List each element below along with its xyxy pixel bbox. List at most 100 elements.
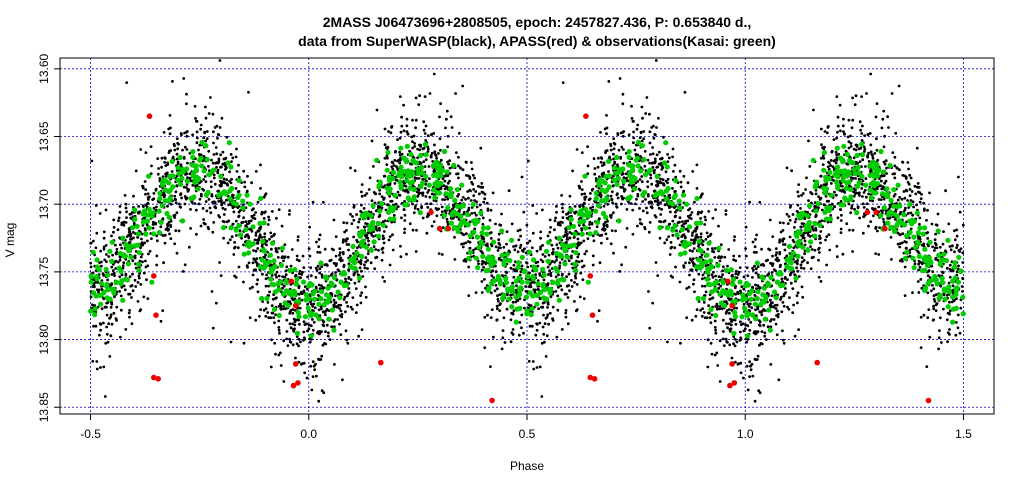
kasai-point-110 (175, 165, 181, 171)
superwasp-point-581 (163, 157, 167, 160)
superwasp-point-2280 (345, 243, 349, 246)
superwasp-point-4075 (942, 307, 945, 311)
superwasp-point-1848 (339, 256, 343, 260)
superwasp-point-1116 (114, 252, 118, 256)
superwasp-point-2441 (359, 262, 363, 266)
superwasp-point-2222 (415, 228, 418, 232)
superwasp-point-2165 (334, 235, 338, 239)
superwasp-point-3850 (859, 128, 862, 132)
superwasp-point-1239 (457, 131, 461, 135)
superwasp-point-4565 (956, 326, 960, 330)
superwasp-point-45 (155, 234, 159, 238)
superwasp-point-2057 (502, 316, 506, 320)
kasai-point-118 (140, 211, 146, 217)
superwasp-point-2618 (391, 167, 395, 171)
superwasp-point-4325 (876, 229, 879, 233)
superwasp-point-753 (277, 319, 281, 323)
superwasp-point-2664 (425, 179, 428, 183)
superwasp-point-3445 (653, 214, 657, 217)
superwasp-point-680 (242, 341, 246, 345)
superwasp-point-942 (99, 328, 102, 332)
superwasp-point-222 (116, 228, 120, 232)
superwasp-point-338 (270, 210, 274, 213)
superwasp-point-1822 (365, 192, 369, 195)
superwasp-point-1844 (682, 174, 686, 178)
superwasp-point-1267 (334, 254, 338, 258)
superwasp-point-2543 (544, 355, 548, 358)
superwasp-point-4465 (793, 260, 797, 264)
superwasp-point-1870 (542, 332, 546, 336)
superwasp-point-4677 (836, 124, 840, 128)
superwasp-point-4736 (790, 271, 793, 275)
superwasp-point-1014 (172, 142, 176, 146)
superwasp-point-4454 (860, 187, 864, 190)
kasai-point-3 (244, 192, 250, 198)
superwasp-point-4283 (953, 238, 957, 242)
superwasp-point-2337 (672, 170, 675, 173)
superwasp-point-1005 (148, 249, 152, 253)
superwasp-point-2085 (430, 132, 433, 136)
superwasp-point-1508 (647, 290, 650, 293)
superwasp-point-2949 (453, 235, 456, 239)
superwasp-point-3295 (511, 328, 515, 331)
superwasp-point-1462 (498, 309, 502, 312)
superwasp-point-1349 (726, 264, 729, 268)
superwasp-point-122 (280, 224, 284, 228)
superwasp-point-1616 (705, 231, 709, 235)
kasai-point-94 (192, 179, 198, 185)
kasai-point-182 (157, 196, 163, 202)
superwasp-point-1923 (718, 305, 722, 308)
superwasp-point-4267 (915, 146, 919, 150)
superwasp-point-4419 (947, 222, 951, 226)
superwasp-point-1937 (439, 148, 442, 152)
superwasp-point-3659 (774, 253, 778, 257)
superwasp-point-304 (230, 160, 233, 164)
superwasp-point-1414 (565, 232, 569, 236)
superwasp-point-403 (132, 236, 135, 240)
superwasp-point-1850 (512, 275, 516, 279)
superwasp-point-354 (112, 271, 116, 275)
superwasp-point-1567 (618, 270, 622, 273)
superwasp-point-1939 (426, 150, 430, 153)
superwasp-point-2251 (721, 337, 725, 341)
superwasp-point-3039 (568, 289, 571, 293)
kasai-point-129 (203, 143, 209, 149)
superwasp-point-2458 (345, 294, 349, 298)
superwasp-point-4525 (908, 194, 912, 198)
superwasp-point-2140 (432, 72, 436, 76)
superwasp-point-4315 (861, 179, 865, 183)
superwasp-point-1128 (164, 172, 168, 176)
superwasp-point-4567 (825, 199, 829, 203)
superwasp-point-2684 (473, 176, 476, 180)
superwasp-point-2147 (659, 213, 663, 216)
superwasp-point-1685 (381, 251, 385, 254)
superwasp-point-684 (211, 230, 215, 234)
superwasp-point-3905 (788, 235, 792, 239)
superwasp-point-542 (92, 239, 95, 243)
superwasp-point-4791 (768, 248, 772, 252)
superwasp-point-2764 (525, 241, 529, 245)
superwasp-point-1285 (501, 336, 505, 340)
superwasp-point-480 (295, 254, 299, 258)
superwasp-point-2410 (621, 102, 625, 106)
superwasp-point-3120 (653, 157, 657, 161)
superwasp-point-853 (151, 223, 155, 226)
superwasp-point-821 (173, 148, 177, 152)
superwasp-point-793 (169, 202, 173, 206)
superwasp-point-4637 (793, 334, 797, 338)
superwasp-point-4658 (755, 331, 758, 335)
superwasp-point-4452 (752, 250, 756, 254)
superwasp-point-2749 (464, 197, 467, 201)
superwasp-point-2073 (595, 225, 599, 229)
superwasp-point-3577 (687, 208, 690, 212)
superwasp-point-1184 (280, 256, 284, 259)
superwasp-point-3168 (403, 227, 407, 231)
superwasp-point-3474 (349, 212, 352, 216)
superwasp-point-3801 (932, 307, 936, 311)
superwasp-point-3345 (307, 247, 311, 251)
superwasp-point-2918 (675, 209, 679, 212)
superwasp-point-870 (139, 308, 143, 311)
superwasp-point-3648 (928, 335, 932, 339)
superwasp-point-4332 (791, 238, 795, 242)
superwasp-point-4247 (880, 209, 883, 213)
